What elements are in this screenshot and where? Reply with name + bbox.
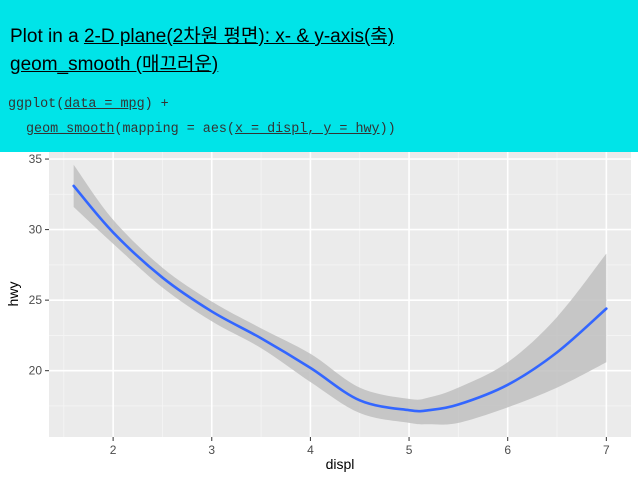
x-axis: 2 3 4 5 6 7 bbox=[110, 437, 610, 457]
y-axis: 20 25 30 35 bbox=[29, 152, 49, 378]
smooth-line bbox=[72, 184, 608, 413]
x-tick-label: 3 bbox=[208, 443, 215, 457]
y-axis-title: hwy bbox=[5, 282, 21, 307]
confidence-band bbox=[73, 164, 607, 425]
code-line-geom-smooth: geom_smooth(mapping = aes(x = displ, y =… bbox=[26, 122, 396, 137]
code-line-ggplot: ggplot(data = mpg) + bbox=[8, 97, 169, 112]
x-tick-label: 5 bbox=[406, 443, 413, 457]
x-axis-title: displ bbox=[326, 456, 355, 472]
major-gridlines bbox=[49, 152, 631, 437]
y-tick-label: 30 bbox=[29, 223, 43, 237]
title-prefix: Plot in a bbox=[10, 26, 84, 47]
x-tick-label: 2 bbox=[110, 443, 117, 457]
smooth-chart: 2 3 4 5 6 7 20 25 30 35 displ hwy bbox=[5, 152, 631, 472]
code-mapping: (mapping = aes( bbox=[114, 122, 235, 137]
slide-title-line2: geom_smooth (매끄러운) bbox=[10, 49, 218, 76]
code-end: )) bbox=[379, 122, 396, 137]
code-data-arg: data = mpg bbox=[64, 97, 145, 112]
slide-header: Plot in a 2-D plane(2차원 평면): x- & y-axis… bbox=[0, 0, 638, 152]
title-link-2d-plane[interactable]: 2-D plane(2차원 평면): x- & y-axis(축) bbox=[83, 26, 395, 47]
code-aes-arg: x = displ, y = hwy bbox=[234, 122, 380, 137]
x-tick-label: 6 bbox=[504, 443, 511, 457]
x-tick-label: 4 bbox=[307, 443, 314, 457]
y-tick-label: 20 bbox=[29, 364, 43, 378]
x-tick-label: 7 bbox=[603, 443, 610, 457]
code-ggplot-end: ) + bbox=[144, 97, 169, 112]
y-tick-label: 35 bbox=[29, 152, 43, 166]
slide-title-line1: Plot in a 2-D plane(2차원 평면): x- & y-axis… bbox=[10, 21, 394, 48]
code-ggplot-fn: ggplot( bbox=[8, 97, 65, 112]
y-tick-label: 25 bbox=[29, 293, 43, 307]
title-link-geom-smooth[interactable]: geom_smooth (매끄러운) bbox=[10, 54, 219, 75]
code-geom-smooth-fn: geom_smooth bbox=[26, 122, 115, 137]
